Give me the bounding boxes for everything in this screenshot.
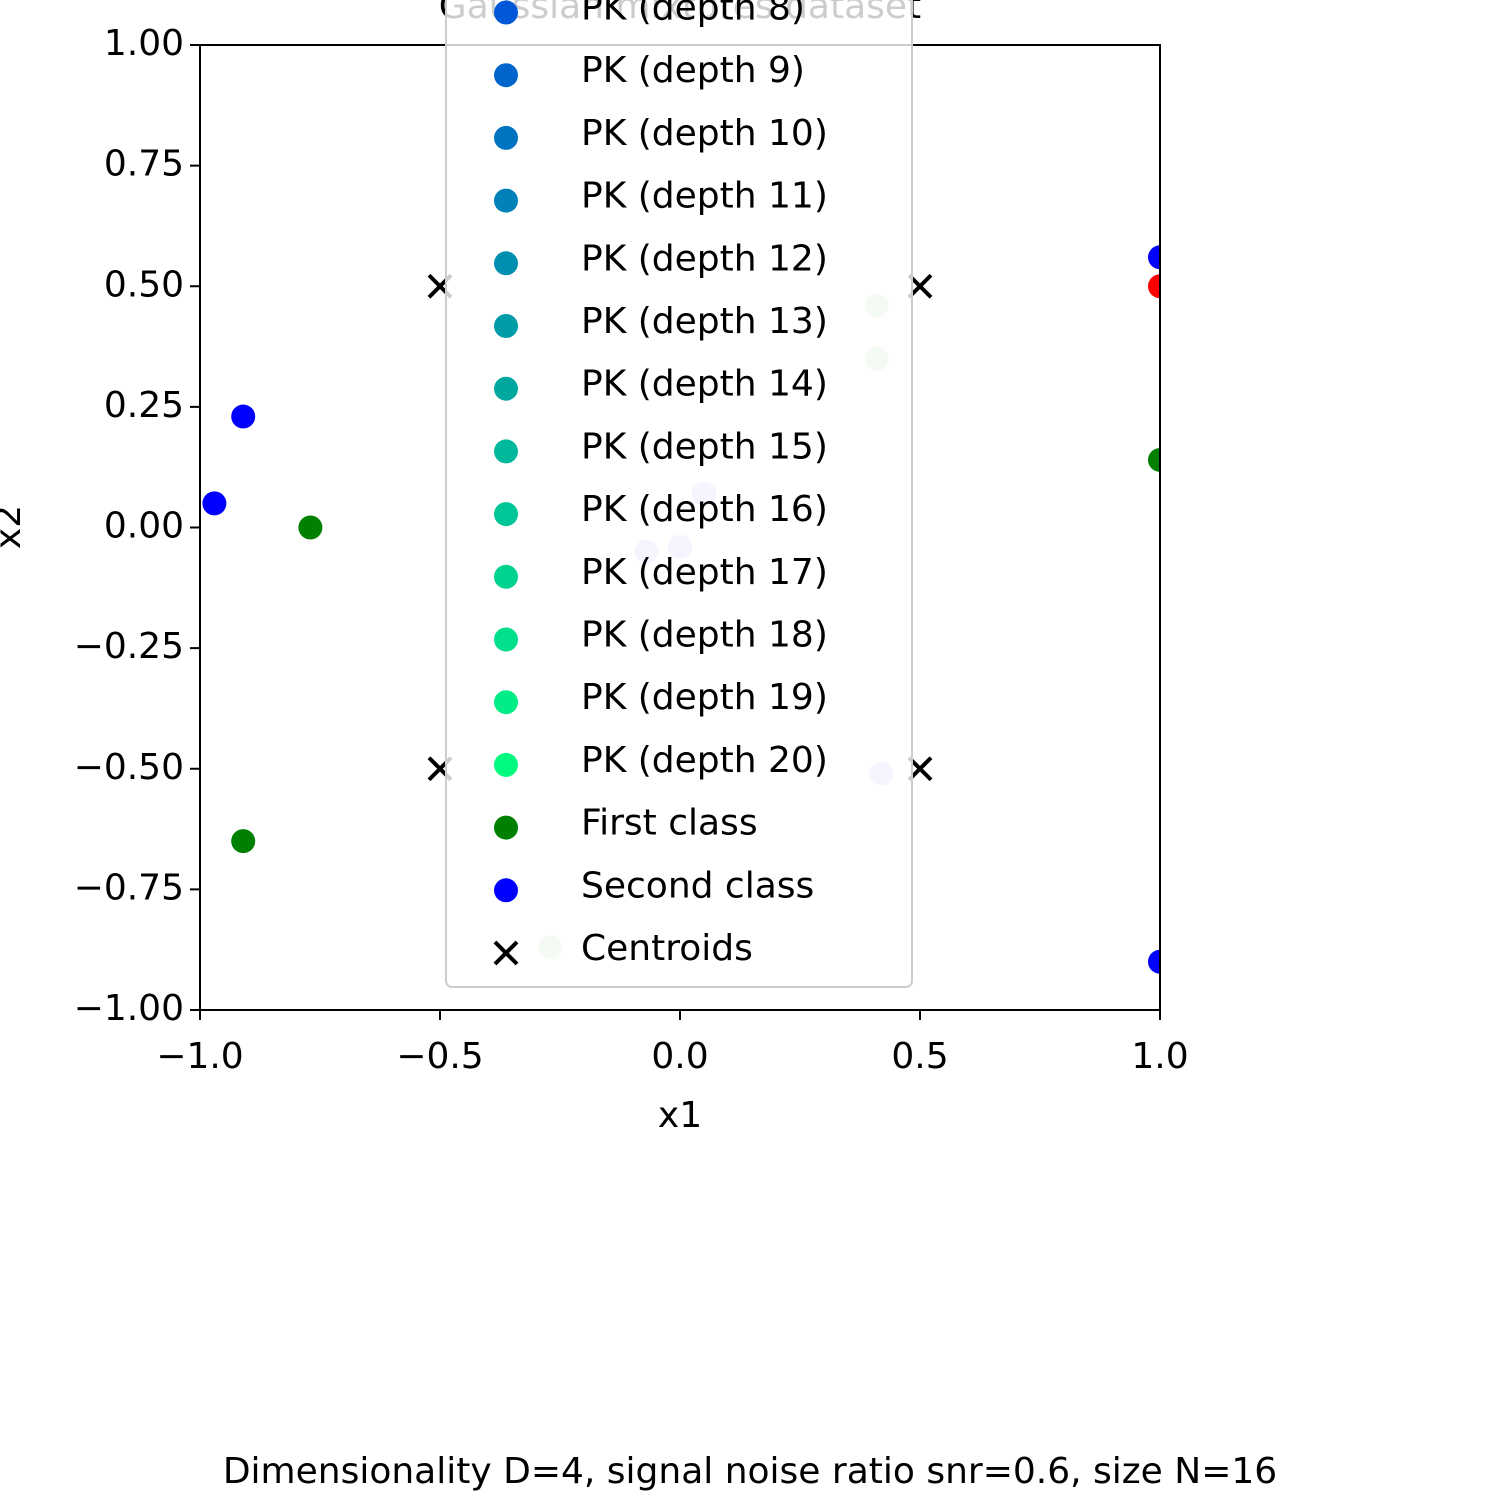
- legend-label: PK (depth 10): [581, 113, 828, 154]
- legend-marker: [494, 314, 518, 338]
- y-tick-label: −0.50: [74, 747, 184, 788]
- legend-label: First class: [581, 803, 758, 844]
- legend-label: PK (depth 8): [581, 0, 805, 29]
- legend-label: PK (depth 14): [581, 364, 828, 405]
- y-tick-label: 0.50: [104, 264, 184, 305]
- legend-marker: [494, 376, 518, 401]
- point: [1148, 447, 1161, 472]
- y-tick-label: 1.00: [104, 23, 184, 64]
- legend-marker: [494, 690, 518, 715]
- legend-marker: [494, 439, 518, 464]
- legend-marker: [494, 0, 518, 25]
- x-axis-label: x1: [658, 1095, 702, 1136]
- legend-marker: [493, 940, 519, 966]
- legend-label: PK (depth 18): [581, 615, 828, 656]
- y-tick-label: 0.75: [104, 144, 184, 185]
- y-tick-label: −1.00: [74, 988, 184, 1029]
- x-stroke: [493, 940, 519, 966]
- legend-marker: [494, 125, 518, 150]
- legend-marker: [494, 878, 518, 903]
- point: [1148, 274, 1161, 299]
- y-tick-label: −0.25: [74, 626, 184, 667]
- legend-marker: [494, 752, 518, 777]
- point: [202, 491, 227, 516]
- x-tick-label: −0.5: [396, 1036, 483, 1077]
- footnote: Dimensionality D=4, signal noise ratio s…: [223, 1451, 1277, 1492]
- legend-label: PK (depth 15): [581, 426, 828, 467]
- legend-marker: [494, 63, 518, 88]
- x-tick-label: 1.0: [1131, 1036, 1188, 1077]
- legend-label: PK (depth 12): [581, 238, 828, 279]
- y-tick-label: −0.75: [74, 867, 184, 908]
- point: [1148, 949, 1161, 974]
- point: [231, 404, 256, 429]
- legend-marker: [494, 251, 518, 276]
- point: [231, 829, 256, 854]
- legend-marker: [494, 815, 518, 840]
- legend-marker: [494, 188, 518, 213]
- legend-label: PK (depth 9): [581, 50, 805, 91]
- legend-label: PK (depth 16): [581, 489, 828, 530]
- y-tick-label: 0.00: [104, 506, 184, 547]
- x-tick-label: 0.5: [891, 1036, 948, 1077]
- y-axis-label: x2: [0, 505, 29, 549]
- legend-marker: [494, 627, 518, 652]
- legend-marker: [494, 502, 518, 527]
- legend-label: PK (depth 19): [581, 677, 828, 718]
- legend-marker: [494, 564, 518, 589]
- legend-label: Centroids: [581, 928, 753, 969]
- legend-box: [445, 0, 913, 988]
- point: [298, 515, 323, 540]
- legend-label: PK (depth 13): [581, 301, 828, 342]
- point: [1148, 245, 1161, 270]
- legend-label: PK (depth 17): [581, 552, 828, 593]
- legend-label: PK (depth 11): [581, 176, 828, 217]
- legend-label: Second class: [581, 865, 814, 906]
- x-tick-label: −1.0: [156, 1036, 243, 1077]
- x-tick-label: 0.0: [651, 1036, 708, 1077]
- legend-label: PK (depth 20): [581, 740, 828, 781]
- y-tick-label: 0.25: [104, 385, 184, 426]
